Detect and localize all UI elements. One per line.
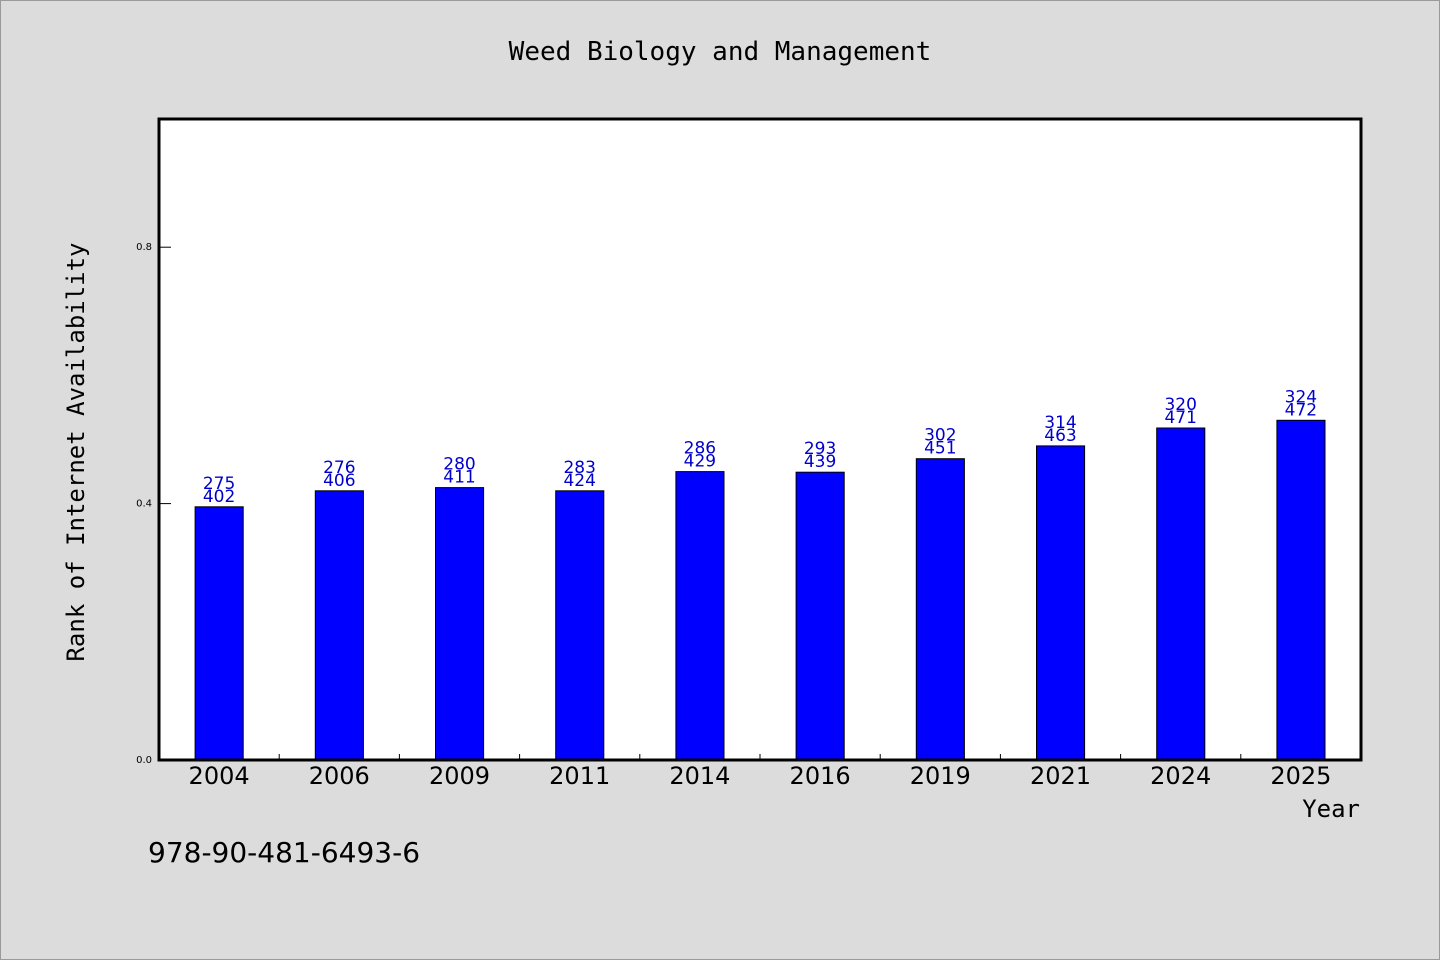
bar-label-bottom: 463 <box>1044 426 1076 446</box>
bar-label-top: 324 <box>1285 387 1317 407</box>
bar-2011 <box>555 490 605 761</box>
bar-2021 <box>1036 445 1086 761</box>
bar-2014 <box>675 471 725 761</box>
x-tick-label: 2011 <box>549 762 610 790</box>
x-ticks-group: 2004 2006 2009 2011 2014 2016 2019 2021 2024 2025 <box>189 754 1331 790</box>
x-tick-label: 2021 <box>1030 762 1091 790</box>
x-tick-label: 2019 <box>910 762 971 790</box>
bar-label-top: 293 <box>804 439 836 459</box>
bar-label-bottom: 411 <box>443 468 475 488</box>
bar-2004 <box>194 506 244 761</box>
isbn-footer: 978-90-481-6493-6 <box>148 836 420 869</box>
y-tick-label: 0.0 <box>136 755 152 766</box>
bar-2019 <box>915 458 965 761</box>
bar-label-bottom: 471 <box>1164 408 1196 428</box>
bar-2025 <box>1276 419 1326 761</box>
bar-label-top: 276 <box>323 458 355 478</box>
bar-label-top: 283 <box>563 458 595 478</box>
plot-border <box>157 117 1363 762</box>
bar-2016 <box>795 471 845 761</box>
bar-label-bottom: 472 <box>1285 400 1317 420</box>
chart-title: Weed Biology and Management <box>509 37 932 67</box>
x-tick-label: 2004 <box>189 762 250 790</box>
bar-label-top: 280 <box>443 455 475 475</box>
bar-label-top: 302 <box>924 426 956 446</box>
y-tick-label: 0.8 <box>136 242 152 253</box>
bar-label-bottom: 439 <box>804 452 836 472</box>
bar-label-top: 286 <box>684 439 716 459</box>
bar-label-bottom: 451 <box>924 439 956 459</box>
bar-2009 <box>435 487 485 761</box>
bar-label-bottom: 406 <box>323 471 355 491</box>
x-tick-label: 2014 <box>669 762 730 790</box>
bar-2006 <box>314 490 364 761</box>
x-tick-label: 2016 <box>790 762 851 790</box>
y-ticks-group: 0.0 0.4 0.8 <box>136 242 171 766</box>
bar-label-top: 320 <box>1164 395 1196 415</box>
x-axis-label: Year <box>1302 795 1360 823</box>
bar-label-bottom: 424 <box>563 471 595 491</box>
bar-label-bottom: 429 <box>684 452 716 472</box>
x-tick-label: 2009 <box>429 762 490 790</box>
x-tick-label: 2025 <box>1270 762 1331 790</box>
bar-2024 <box>1156 427 1206 761</box>
x-tick-label: 2024 <box>1150 762 1211 790</box>
y-tick-label: 0.4 <box>136 499 152 510</box>
bar-label-top: 275 <box>203 474 235 494</box>
bar-label-top: 314 <box>1044 413 1076 433</box>
bar-label-bottom: 402 <box>203 487 235 507</box>
y-axis-label: Rank of Internet Availability <box>62 242 90 661</box>
bars-group <box>194 419 1326 761</box>
x-tick-label: 2006 <box>309 762 370 790</box>
